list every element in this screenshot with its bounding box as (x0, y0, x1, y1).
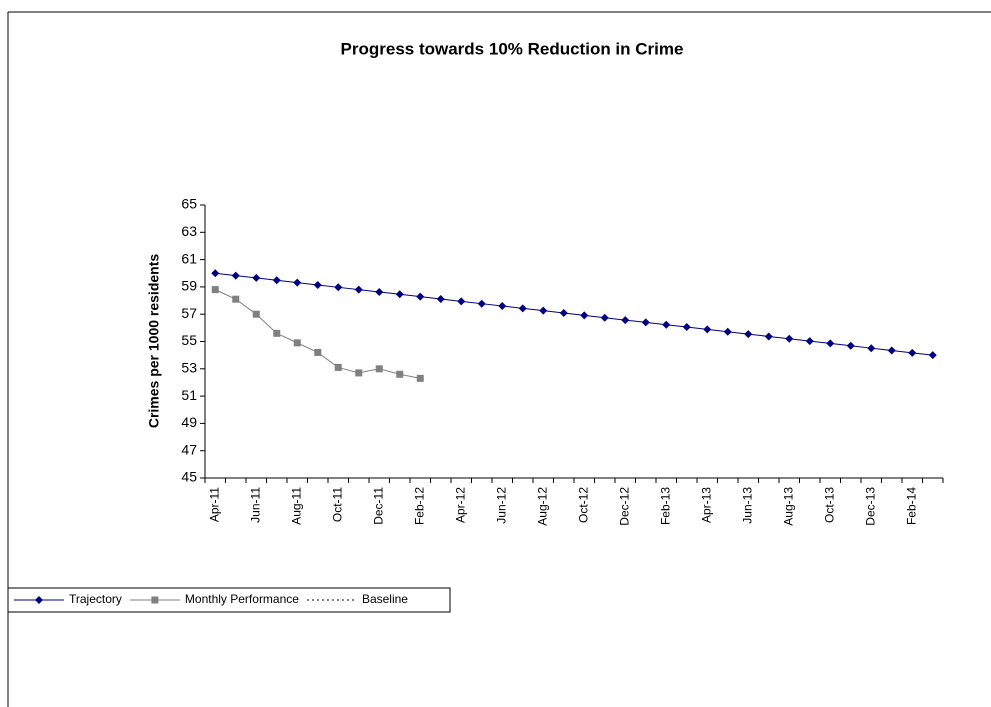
x-tick-label: Oct-12 (576, 487, 590, 523)
data-point (231, 271, 240, 280)
x-tick-label: Oct-13 (822, 487, 836, 523)
data-point (908, 348, 917, 357)
x-tick-label: Feb-14 (904, 487, 918, 525)
data-point (498, 302, 507, 311)
data-point (232, 295, 240, 303)
data-point (559, 308, 568, 317)
legend-label: Trajectory (69, 592, 122, 606)
x-tick-label: Aug-11 (289, 487, 303, 525)
series-line (215, 289, 421, 379)
y-tick-label: 49 (181, 414, 197, 430)
data-point (436, 295, 445, 304)
y-tick-label: 55 (181, 332, 197, 348)
data-point (457, 297, 466, 306)
legend-marker (35, 596, 43, 604)
data-point (928, 351, 937, 360)
x-tick-label: Dec-11 (371, 487, 385, 525)
data-point (355, 369, 363, 377)
legend-marker (151, 596, 159, 604)
data-point (621, 316, 630, 325)
y-tick-label: 51 (181, 387, 197, 403)
data-point (662, 320, 671, 329)
data-point (785, 334, 794, 343)
x-tick-label: Oct-11 (330, 487, 344, 522)
legend-label: Baseline (362, 592, 408, 606)
x-tick-label: Jun-11 (248, 487, 262, 523)
data-point (416, 292, 425, 301)
data-point (252, 310, 260, 318)
data-point (293, 339, 301, 347)
data-point (416, 374, 424, 382)
y-tick-label: 47 (181, 441, 197, 457)
data-point (580, 311, 589, 320)
data-point (396, 370, 404, 378)
data-point (744, 330, 753, 339)
data-point (375, 365, 383, 373)
series-line (215, 272, 933, 356)
data-point (641, 318, 650, 327)
x-tick-label: Dec-13 (863, 487, 877, 526)
x-tick-label: Jun-13 (740, 487, 754, 524)
data-point (252, 273, 261, 282)
data-point (272, 276, 281, 285)
y-tick-label: 59 (181, 278, 197, 294)
data-point (723, 327, 732, 336)
x-tick-label: Aug-13 (781, 487, 795, 526)
x-tick-label: Feb-13 (658, 487, 672, 525)
x-tick-label: Apr-12 (453, 487, 467, 523)
y-axis-title: Crimes per 1000 residents (146, 254, 162, 429)
data-point (518, 304, 527, 313)
data-point (395, 290, 404, 299)
x-tick-label: Apr-11 (207, 487, 221, 522)
x-tick-label: Feb-12 (412, 487, 426, 525)
y-tick-label: 61 (181, 250, 197, 266)
data-point (293, 278, 302, 287)
data-point (211, 269, 220, 278)
y-tick-label: 57 (181, 305, 197, 321)
data-point (805, 337, 814, 346)
data-point (314, 348, 322, 356)
data-point (826, 339, 835, 348)
chart-title: Progress towards 10% Reduction in Crime (341, 39, 684, 58)
data-point (867, 344, 876, 353)
data-point (539, 306, 548, 315)
x-tick-label: Aug-12 (535, 487, 549, 526)
data-point (846, 341, 855, 350)
data-point (211, 286, 219, 294)
y-tick-label: 45 (181, 469, 197, 485)
data-point (334, 363, 342, 371)
data-point (273, 329, 281, 337)
data-point (703, 325, 712, 334)
x-tick-label: Jun-12 (494, 487, 508, 524)
data-point (682, 323, 691, 332)
data-point (764, 332, 773, 341)
y-tick-label: 53 (181, 360, 197, 376)
data-point (354, 285, 363, 294)
data-point (600, 313, 609, 322)
legend (7, 587, 451, 613)
data-point (477, 299, 486, 308)
y-tick-label: 65 (181, 196, 197, 212)
legend-label: Monthly Performance (185, 592, 299, 606)
x-tick-label: Dec-12 (617, 487, 631, 526)
y-tick-label: 63 (181, 223, 197, 239)
data-point (334, 283, 343, 292)
data-point (313, 280, 322, 289)
data-point (887, 346, 896, 355)
data-point (375, 287, 384, 296)
x-tick-label: Apr-13 (699, 487, 713, 523)
